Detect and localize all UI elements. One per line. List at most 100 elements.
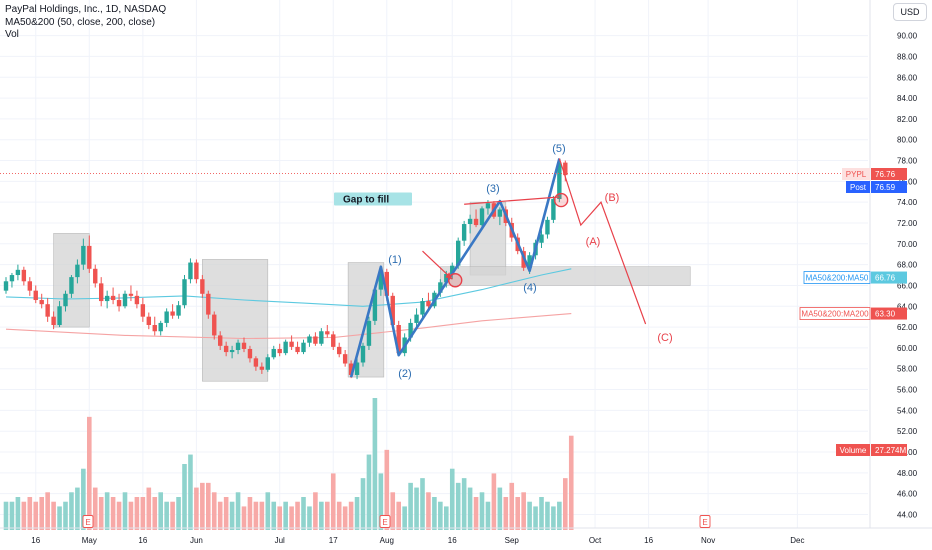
candle-body <box>295 346 300 353</box>
y-tick-label: 64.00 <box>897 302 918 311</box>
x-tick-label: Jun <box>190 536 203 545</box>
volume-bar <box>259 501 265 530</box>
volume-bar <box>81 468 86 530</box>
earnings-marker[interactable] <box>82 515 94 528</box>
x-tick-label: Dec <box>790 536 804 545</box>
volume-bar <box>551 506 556 530</box>
volume-bar <box>438 501 443 530</box>
y-tick-label: 66.00 <box>897 281 918 290</box>
last-price-tag-label-box <box>842 168 870 180</box>
earnings-marker-label: E <box>702 518 707 527</box>
volume-bar <box>539 497 544 530</box>
volume-bar <box>194 487 199 530</box>
candle-body <box>116 300 122 307</box>
y-tick-label: 46.00 <box>897 490 918 499</box>
volume-tag-label-box <box>836 444 870 456</box>
y-tick-label: 84.00 <box>897 94 918 103</box>
candle-body <box>164 311 169 323</box>
volume-bar <box>307 506 312 530</box>
volume-bar <box>390 492 396 530</box>
candle-body <box>456 240 461 266</box>
volume-bar <box>217 501 223 530</box>
volume-bar <box>33 501 39 530</box>
volume-bar <box>265 492 271 530</box>
volume-bar <box>521 492 526 530</box>
earnings-marker[interactable] <box>379 515 391 528</box>
candle-body <box>354 362 360 375</box>
volume-bar <box>223 497 229 530</box>
candle-body <box>557 162 562 200</box>
wave-label: (3) <box>486 183 499 195</box>
volume-bar <box>170 501 175 530</box>
ma200-tag-label: MA50&200:MA200 <box>801 310 869 319</box>
volume-bar <box>301 497 306 530</box>
candle-body <box>39 300 44 305</box>
gap-arrowhead <box>445 272 453 280</box>
y-tick-label: 80.00 <box>897 136 918 145</box>
candle-body <box>63 293 68 307</box>
volume-bar <box>39 497 44 530</box>
indicator-legend-volume[interactable]: Vol <box>5 29 19 40</box>
volume-bar <box>527 501 532 530</box>
wave-label: (2) <box>398 368 411 380</box>
last-price-tag-label: PYPL <box>846 170 867 179</box>
volume-bar <box>229 501 235 530</box>
gap-arrow <box>422 250 453 280</box>
highlight-circle <box>448 273 463 288</box>
volume-bar <box>557 501 562 530</box>
candle-body <box>253 358 259 367</box>
volume-bar <box>247 497 253 530</box>
volume-bar <box>211 492 217 530</box>
volume-bar <box>152 497 158 530</box>
x-tick-label: Oct <box>589 536 602 545</box>
x-tick-label: 16 <box>31 536 40 545</box>
price-axis[interactable]: 44.00 46.00 48.00 50.00 52.00 54.00 56.00 58.00… <box>869 0 918 528</box>
wave-label: (4) <box>523 282 536 294</box>
candle-body <box>426 301 431 307</box>
candle-body <box>229 349 235 353</box>
volume-bar <box>396 501 401 530</box>
volume-bar <box>75 487 80 530</box>
x-tick-label: Nov <box>701 536 715 545</box>
y-tick-label: 86.00 <box>897 73 918 82</box>
candle-body <box>497 209 503 217</box>
volume-bar <box>3 501 9 530</box>
candle-body <box>15 269 21 276</box>
candle-body <box>69 277 74 294</box>
currency-button[interactable]: USD <box>893 3 927 21</box>
candle-body <box>206 293 211 315</box>
volume-bar <box>158 492 163 530</box>
volume-bar <box>9 501 15 530</box>
candle-body <box>235 342 241 350</box>
time-axis[interactable]: 16 May 16 Jun Jul 17 Aug 16 Sep Oct 16 Nov Dec E E E <box>0 515 932 546</box>
volume-bar <box>277 506 282 530</box>
volume-bar <box>455 482 461 530</box>
candle-body <box>212 314 217 336</box>
candle-body <box>265 357 270 370</box>
candle-body <box>259 366 265 370</box>
indicator-legend-ma[interactable]: MA50&200 (50, close, 200, close) <box>5 17 156 28</box>
candle-body <box>200 279 205 294</box>
candle-body <box>9 275 15 282</box>
earnings-marker[interactable] <box>699 515 711 528</box>
candle-body <box>473 218 479 226</box>
ma50-tag-value: 66.76 <box>875 274 896 283</box>
x-tick-label: 16 <box>138 536 147 545</box>
candle-body <box>75 264 80 278</box>
volume-bar <box>461 478 467 530</box>
candle-body <box>563 162 568 176</box>
post-price-tag-label: Post <box>850 183 867 192</box>
volume-bar <box>491 473 497 530</box>
last-price-tag-value: 76.76 <box>875 170 896 179</box>
corrective-label: (B) <box>605 192 620 204</box>
gap-line <box>464 196 560 205</box>
x-tick-label: 17 <box>329 536 338 545</box>
volume-bar <box>15 497 21 530</box>
candle-body <box>194 262 199 280</box>
candle-body <box>283 341 288 354</box>
y-tick-label: 50.00 <box>897 448 918 457</box>
volume-bar <box>342 506 348 530</box>
candle-body <box>313 336 318 344</box>
y-tick-label: 74.00 <box>897 198 918 207</box>
